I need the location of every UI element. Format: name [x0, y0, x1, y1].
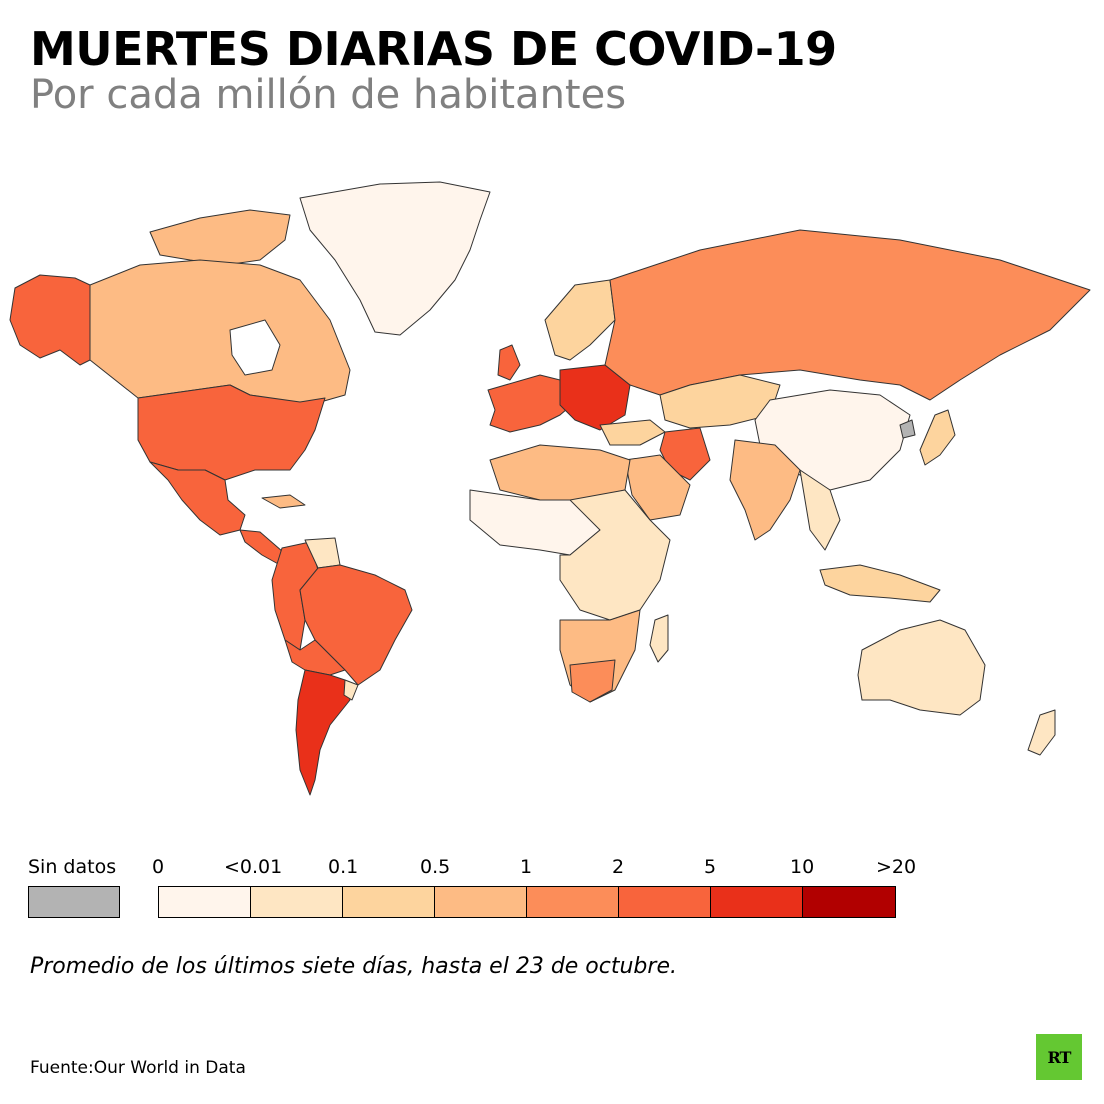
- legend-swatch-3: [435, 887, 527, 917]
- region-turkey: [599, 419, 666, 446]
- region-new-zealand: [1027, 709, 1056, 756]
- map-subtitle: Por cada millón de habitantes: [30, 72, 627, 118]
- region-alaska: [9, 274, 91, 366]
- footnote: Promedio de los últimos siete días, hast…: [30, 954, 677, 979]
- region-southeast-asia: [799, 469, 841, 551]
- legend-tick: <0.01: [224, 856, 283, 878]
- region-argentina: [295, 669, 351, 796]
- region-uruguay: [343, 679, 359, 701]
- legend-tick: 1: [520, 856, 533, 878]
- region-uk: [497, 344, 521, 381]
- region-arabia: [624, 454, 691, 521]
- region-western-europe: [487, 374, 581, 433]
- region-mexico: [149, 461, 246, 536]
- legend-swatch-4: [527, 887, 619, 917]
- rt-logo-text: RT: [1047, 1047, 1072, 1067]
- region-peru-bolivia: [284, 639, 346, 676]
- legend-swatch-2: [343, 887, 435, 917]
- legend-no-data-swatch: [28, 886, 120, 918]
- region-japan: [919, 409, 956, 466]
- world-map: [9, 181, 1091, 796]
- rt-logo: RT: [1036, 1034, 1082, 1080]
- map-title: MUERTES DIARIAS DE COVID-19: [30, 22, 837, 76]
- region-north-africa: [489, 444, 631, 501]
- region-india: [729, 439, 801, 541]
- region-madagascar: [649, 614, 669, 663]
- legend-tick: 2: [612, 856, 625, 878]
- legend-swatch-7: [803, 887, 895, 917]
- legend-tick: 10: [790, 856, 815, 878]
- legend-swatch-1: [251, 887, 343, 917]
- region-canada: [89, 259, 351, 406]
- region-no-data: [899, 419, 916, 439]
- legend-swatch-0: [159, 887, 251, 917]
- region-greenland: [299, 181, 491, 336]
- region-south-africa: [569, 659, 616, 703]
- legend-swatch-5: [619, 887, 711, 917]
- region-australia: [857, 619, 986, 716]
- legend-no-data-label: Sin datos: [28, 856, 117, 878]
- hudson-bay: [229, 319, 281, 376]
- region-caribbean: [261, 494, 306, 509]
- legend-tick: 0.5: [420, 856, 451, 878]
- legend-swatch-6: [711, 887, 803, 917]
- source-credit: Fuente:Our World in Data: [30, 1058, 246, 1078]
- legend-tick: >20: [876, 856, 917, 878]
- region-brazil: [299, 564, 413, 686]
- legend-color-scale: [158, 886, 896, 918]
- legend-tick: 5: [704, 856, 717, 878]
- region-canada-islands: [149, 209, 291, 266]
- region-indonesia: [819, 564, 941, 603]
- region-scandinavia: [544, 279, 616, 361]
- legend-tick: 0: [152, 856, 165, 878]
- region-russia: [604, 229, 1091, 401]
- legend-tick: 0.1: [328, 856, 359, 878]
